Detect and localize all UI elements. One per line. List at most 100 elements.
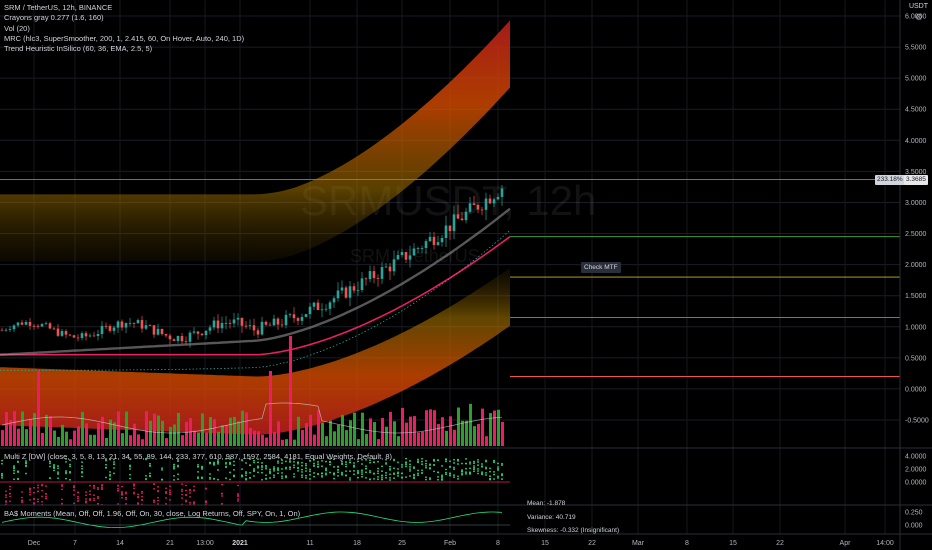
multiz-dot <box>205 487 207 490</box>
multiz-dot <box>197 463 199 466</box>
multiz-dot <box>369 478 371 481</box>
multiz-dot <box>293 473 295 475</box>
volume-bar <box>105 437 108 446</box>
multiz-dot <box>285 460 287 463</box>
multiz-dot <box>501 478 503 480</box>
multiz-dot <box>425 460 427 462</box>
multiz-dot <box>465 467 467 470</box>
indicator-mrc[interactable]: MRC (hlc3, SuperSmoother, 200, 1, 2.415,… <box>4 33 245 43</box>
multiz-dot <box>393 467 395 470</box>
candle-body <box>104 325 108 327</box>
multiz-dot <box>113 461 115 463</box>
multiz-dot <box>109 458 111 461</box>
candle-body <box>488 198 492 204</box>
multiz-dot <box>49 462 51 465</box>
moments-label[interactable]: BA$ Moments (Mean, Off, Off, 1.96, Off, … <box>4 509 301 518</box>
volume-bar <box>97 422 100 446</box>
gear-icon[interactable]: ⚙ <box>914 12 923 22</box>
multiz-dot <box>277 472 279 475</box>
multiz-dot <box>493 473 495 476</box>
candle-body <box>200 333 204 336</box>
multiz-dot <box>333 466 335 468</box>
multiz-dot <box>141 498 143 501</box>
indicator-crayons[interactable]: Crayons gray 0.277 (1.6, 160) <box>4 13 104 23</box>
multiz-dot <box>321 475 323 477</box>
multiz-dot <box>281 462 283 465</box>
multiz-dot <box>453 476 455 479</box>
multiz-dot <box>213 478 215 480</box>
stat-mean: Mean: -1.878 <box>527 500 566 507</box>
multiz-dot <box>285 467 287 470</box>
candle-body <box>480 209 484 211</box>
multiz-dot <box>273 469 275 472</box>
multiz-dot <box>85 500 87 503</box>
multiz-dot <box>421 469 423 472</box>
multiz-dot <box>85 491 87 494</box>
indicator-trend[interactable]: Trend Heuristic InSilico (60, 36, EMA, 2… <box>4 44 153 54</box>
multiz-dot <box>441 474 443 477</box>
multiz-dot <box>113 458 115 461</box>
multiz-dot <box>17 460 19 463</box>
candle-body <box>476 204 480 210</box>
candle-body <box>40 324 44 327</box>
check-mtf-label[interactable]: Check MTF <box>581 262 621 273</box>
volume-bar <box>369 418 372 446</box>
candle-body <box>268 324 272 326</box>
multiz-dot <box>125 503 127 505</box>
volume-bar <box>93 434 96 446</box>
candle-body <box>248 325 252 327</box>
multiz-dot <box>369 461 371 464</box>
multiz-dot <box>57 465 59 467</box>
multiz-dot <box>389 473 391 476</box>
multiz-dot <box>445 460 447 463</box>
multiz-dot <box>89 490 91 493</box>
candle-body <box>132 322 136 324</box>
candle-body <box>280 324 284 326</box>
multiz-dot <box>337 474 339 477</box>
multiz-dot <box>77 497 79 500</box>
multiz-dot <box>17 477 19 480</box>
volume-bar <box>301 429 304 446</box>
multiz-dot <box>5 501 7 503</box>
multiz-dot <box>141 492 143 495</box>
multiz-label[interactable]: Multi Z [DW] (close, 3, 5, 8, 13, 21, 34… <box>4 452 393 461</box>
volume-bar <box>293 439 296 446</box>
multiz-dot <box>5 496 7 499</box>
multiz-dot <box>269 457 271 460</box>
multiz-dot <box>301 474 303 477</box>
multiz-dot <box>469 473 471 475</box>
volume-bar <box>249 427 252 446</box>
multiz-dot <box>105 459 107 462</box>
indicator-volume[interactable]: Vol (20) <box>4 23 30 33</box>
multiz-dot <box>261 471 263 474</box>
multiz-dot <box>261 466 263 469</box>
time-tick-label: 2021 <box>232 540 248 547</box>
multiz-dot <box>93 497 95 500</box>
multiz-dot <box>441 478 443 481</box>
candle-body <box>4 329 8 331</box>
multiz-dot <box>365 471 367 474</box>
multiz-dot <box>29 493 31 496</box>
multiz-dot <box>301 471 303 473</box>
candle-body <box>220 322 224 329</box>
volume-bar <box>409 416 412 446</box>
volume-bar <box>365 434 368 446</box>
multiz-dot <box>293 464 295 467</box>
candles <box>0 184 504 348</box>
multiz-dot <box>457 463 459 465</box>
multiz-dot <box>49 477 51 480</box>
multiz-dot <box>469 467 471 470</box>
candle-body <box>124 323 128 328</box>
candle-body <box>500 188 504 197</box>
candle-body <box>448 225 452 232</box>
multiz-dot <box>157 485 159 488</box>
crayons-line <box>0 207 511 356</box>
multiz-dot <box>293 460 295 463</box>
multiz-dot <box>381 478 383 481</box>
multiz-dot <box>225 457 227 460</box>
candle-body <box>68 334 72 336</box>
multiz-dot <box>189 501 191 504</box>
multiz-dot <box>401 466 403 468</box>
